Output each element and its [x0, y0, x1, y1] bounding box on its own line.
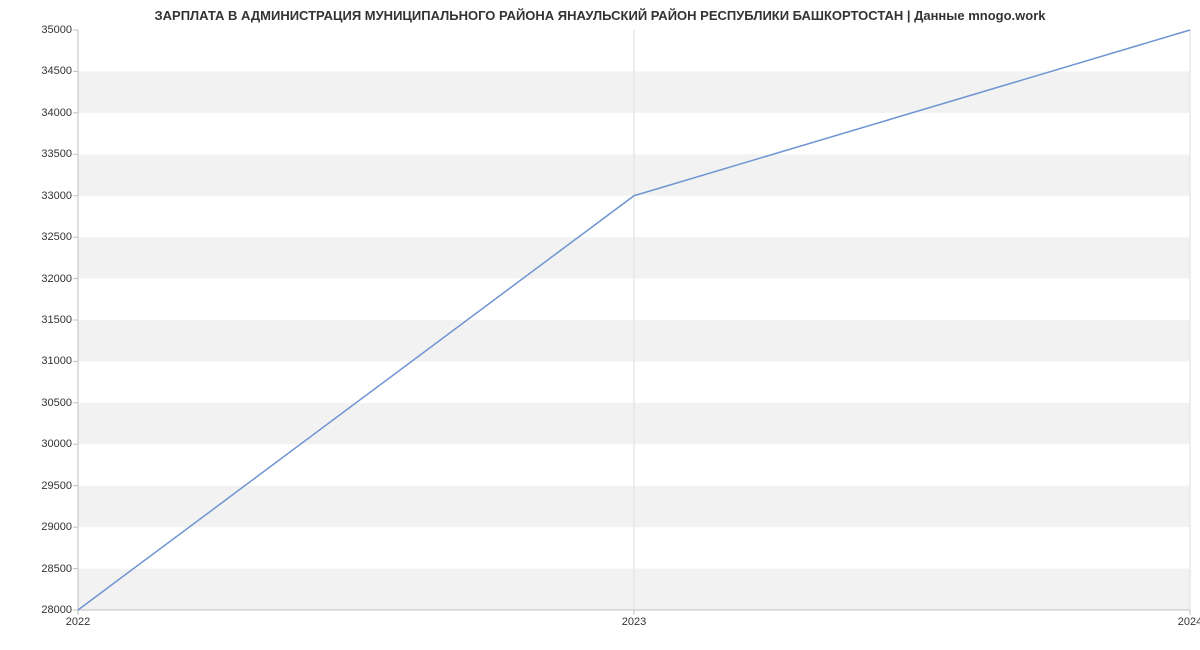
y-tick-label: 32000 [41, 273, 78, 285]
y-tick-label: 34000 [41, 107, 78, 119]
y-tick-label: 29000 [41, 521, 78, 533]
x-tick-label: 2024 [1178, 610, 1200, 628]
y-tick-label: 33000 [41, 190, 78, 202]
y-tick-label: 35000 [41, 24, 78, 36]
plot-area: 2800028500290002950030000305003100031500… [78, 30, 1190, 610]
y-tick-label: 30500 [41, 397, 78, 409]
y-tick-label: 34500 [41, 65, 78, 77]
y-tick-label: 32500 [41, 231, 78, 243]
y-tick-label: 33500 [41, 148, 78, 160]
x-tick-label: 2023 [622, 610, 646, 628]
plot-svg [78, 30, 1190, 610]
x-tick-label: 2022 [66, 610, 90, 628]
y-tick-label: 31500 [41, 314, 78, 326]
y-tick-label: 31000 [41, 355, 78, 367]
salary-line-chart: ЗАРПЛАТА В АДМИНИСТРАЦИЯ МУНИЦИПАЛЬНОГО … [0, 0, 1200, 650]
y-tick-label: 28500 [41, 563, 78, 575]
y-tick-label: 30000 [41, 438, 78, 450]
chart-title: ЗАРПЛАТА В АДМИНИСТРАЦИЯ МУНИЦИПАЛЬНОГО … [0, 8, 1200, 23]
y-tick-label: 29500 [41, 480, 78, 492]
